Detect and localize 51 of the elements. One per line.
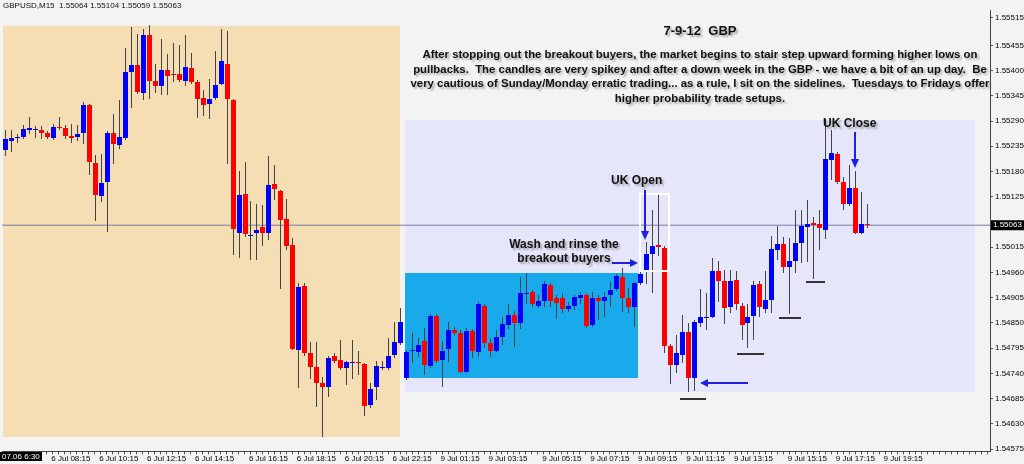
y-tick-label: 1.54575 (995, 444, 1024, 454)
annotation: Wash and rinse the breakout buyers (508, 237, 620, 265)
y-tick-label: 1.54960 (995, 267, 1024, 277)
x-tick-label: 9 Jul 19:15 (883, 454, 924, 464)
y-tick-label: 1.54630 (995, 419, 1024, 429)
y-tick-label: 1.55235 (995, 141, 1024, 151)
x-tick-label: 6 Jul 14:15 (195, 454, 235, 464)
x-tick-label: 6 Jul 08:15 (51, 454, 91, 464)
x-tick-label: 9 Jul 03:15 (488, 454, 529, 464)
candlestick (254, 204, 259, 260)
ref-line-label: 1.55063 (993, 220, 1023, 230)
text: After stopping out the breakout buyers, the market begins to stair step upward forming higher lows on pullbacks. The candles are very spikey and after a down week in the GBP - we have a bit of an up day. Be very cautious of Sunday/Monday erratic trading... as a rule, I sit on the sidelines. Tuesdays to Fridays offer higher probability trade setups. (409, 47, 991, 105)
x-tick-label: 6 Jul 22:15 (392, 454, 433, 464)
candlestick (248, 201, 253, 260)
x-tick-label: 9 Jul 17:15 (835, 454, 876, 464)
x-tick-label: 6 Jul 10:15 (99, 454, 139, 464)
y-tick-label: 1.55345 (995, 91, 1024, 101)
x-tick-label: 9 Jul 09:15 (638, 454, 678, 464)
y-tick-label: 1.55015 (995, 242, 1024, 252)
x-tick-label: 6 Jul 12:15 (147, 454, 187, 464)
y-tick-label: 1.55400 (995, 65, 1024, 75)
y-tick-label: 1.55455 (995, 40, 1024, 50)
y-tick-label: 1.55125 (995, 191, 1024, 201)
x-tick-label: 9 Jul 15:15 (787, 454, 828, 464)
y-tick-label: 1.54795 (995, 343, 1024, 353)
x-tick-label: 6 Jul 18:15 (296, 454, 337, 464)
y-tick-label: 1.54740 (995, 368, 1024, 378)
y-tick-label: 1.54850 (995, 318, 1024, 328)
annotation: UK Open (611, 173, 663, 187)
x-tick-label: 6 Jul 16:15 (248, 454, 289, 464)
y-tick-label: 1.55290 (995, 116, 1024, 126)
candlestick (57, 117, 62, 130)
y-tick-label: 1.54905 (995, 292, 1024, 302)
x-tick-label: 9 Jul 13:15 (733, 454, 774, 464)
candlestick (356, 351, 361, 375)
x-tick-label: 6 Jul 20:15 (344, 454, 385, 464)
candlestick (320, 377, 325, 437)
x-tick-label: 9 Jul 05:15 (542, 454, 582, 464)
annotation: GBPUSD,M15 1.55064 1.55104 1.55059 1.55063 (3, 1, 182, 10)
y-tick-label: 1.55515 (995, 13, 1024, 22)
candlestick (656, 194, 661, 256)
candlestick (787, 238, 792, 314)
candlestick (129, 27, 134, 108)
y-tick-label: 1.55180 (995, 166, 1024, 176)
y-tick-label: 1.54685 (995, 393, 1024, 403)
x-tick-label: 9 Jul 11:15 (686, 454, 726, 464)
x-tick-label: 9 Jul 07:15 (590, 454, 630, 464)
x-tick-label: 9 Jul 01:15 (440, 454, 481, 464)
candlestick (865, 204, 870, 228)
text: 07.06 6:30 (0, 452, 42, 461)
text: 7-9-12 GBP (662, 23, 738, 38)
